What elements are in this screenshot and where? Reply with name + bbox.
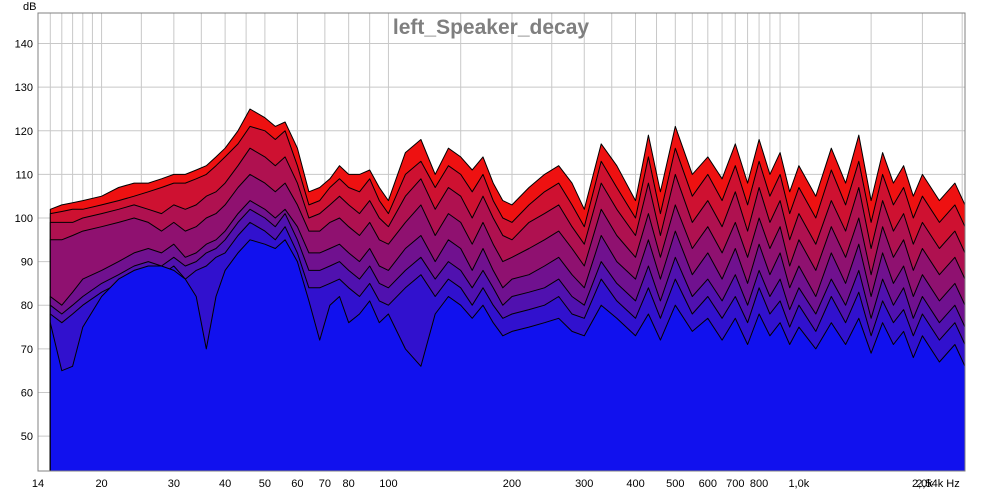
x-tick-label: 2,0k <box>912 478 933 490</box>
chart-title: left_Speaker_decay <box>393 16 589 39</box>
x-tick-label: 1,0k <box>788 478 809 490</box>
x-tick-label: 40 <box>219 478 231 490</box>
y-tick-label: 140 <box>15 39 33 51</box>
x-tick-label: 100 <box>379 478 397 490</box>
y-unit-label: dB <box>23 1 36 13</box>
y-tick-label: 120 <box>15 126 33 138</box>
x-tick-label: 2,54k Hz <box>916 478 959 490</box>
x-tick-label: 30 <box>168 478 180 490</box>
frame-layer <box>37 12 966 472</box>
x-tick-label: 400 <box>626 478 644 490</box>
y-tick-label: 90 <box>21 257 33 269</box>
plot-frame <box>37 12 966 472</box>
x-tick-label: 200 <box>503 478 521 490</box>
y-tick-label: 100 <box>15 213 33 225</box>
y-tick-label: 130 <box>15 82 33 94</box>
decay-slice-8 <box>49 239 966 472</box>
x-tick-label: 80 <box>343 478 355 490</box>
x-tick-label: 600 <box>699 478 717 490</box>
x-tick-label: 14 <box>32 478 44 490</box>
x-tick-label: 800 <box>750 478 768 490</box>
x-tick-label: 700 <box>726 478 744 490</box>
x-tick-label: 60 <box>291 478 303 490</box>
y-tick-label: 80 <box>21 300 33 312</box>
x-tick-label: 70 <box>319 478 331 490</box>
x-tick-label: 500 <box>666 478 684 490</box>
y-tick-label: 50 <box>21 431 33 443</box>
x-tick-label: 300 <box>575 478 593 490</box>
y-tick-label: 70 <box>21 344 33 356</box>
y-tick-label: 110 <box>15 169 33 181</box>
x-tick-label: 50 <box>259 478 271 490</box>
x-tick-label: 20 <box>95 478 107 490</box>
y-tick-label: 60 <box>21 387 33 399</box>
tick-layer: 50 60 70 80 90 100 110 120 130 140 14 20 30 40 50 60 70 8… <box>15 39 960 490</box>
series-layer <box>49 108 966 472</box>
